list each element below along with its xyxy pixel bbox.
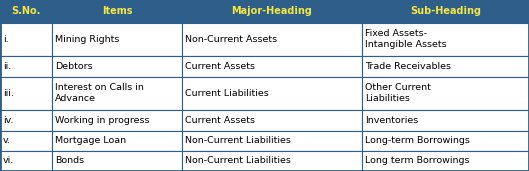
- Text: Working in progress: Working in progress: [55, 116, 150, 125]
- Text: Inventories: Inventories: [365, 116, 418, 125]
- Bar: [182, 151, 362, 171]
- Bar: [0, 56, 52, 76]
- Text: Mining Rights: Mining Rights: [55, 35, 120, 44]
- Text: Non-Current Assets: Non-Current Assets: [185, 35, 277, 44]
- Bar: [362, 0, 529, 23]
- Bar: [0, 76, 52, 110]
- Bar: [182, 76, 362, 110]
- Text: Bonds: Bonds: [55, 156, 84, 165]
- Text: Major-Heading: Major-Heading: [232, 6, 313, 16]
- Text: Fixed Assets-
Intangible Assets: Fixed Assets- Intangible Assets: [365, 29, 446, 49]
- Bar: [52, 56, 182, 76]
- Bar: [0, 130, 52, 151]
- Bar: [362, 23, 529, 56]
- Text: Interest on Calls in
Advance: Interest on Calls in Advance: [55, 83, 144, 103]
- Text: Long-term Borrowings: Long-term Borrowings: [365, 136, 470, 145]
- Bar: [362, 110, 529, 130]
- Text: Trade Receivables: Trade Receivables: [365, 62, 451, 71]
- Bar: [362, 56, 529, 76]
- Bar: [52, 130, 182, 151]
- Text: Current Assets: Current Assets: [185, 116, 255, 125]
- Bar: [0, 151, 52, 171]
- Text: Non-Current Liabilities: Non-Current Liabilities: [185, 136, 291, 145]
- Text: S.No.: S.No.: [11, 6, 41, 16]
- Bar: [52, 23, 182, 56]
- Bar: [182, 0, 362, 23]
- Text: Long term Borrowings: Long term Borrowings: [365, 156, 470, 165]
- Text: Mortgage Loan: Mortgage Loan: [55, 136, 126, 145]
- Bar: [362, 151, 529, 171]
- Bar: [52, 110, 182, 130]
- Text: Non-Current Liabilities: Non-Current Liabilities: [185, 156, 291, 165]
- Text: ii.: ii.: [3, 62, 11, 71]
- Bar: [362, 130, 529, 151]
- Bar: [182, 23, 362, 56]
- Text: Current Liabilities: Current Liabilities: [185, 89, 269, 98]
- Text: Debtors: Debtors: [55, 62, 93, 71]
- Text: vi.: vi.: [3, 156, 14, 165]
- Text: Sub-Heading: Sub-Heading: [410, 6, 481, 16]
- Bar: [0, 110, 52, 130]
- Text: Current Assets: Current Assets: [185, 62, 255, 71]
- Bar: [0, 0, 52, 23]
- Bar: [52, 151, 182, 171]
- Bar: [362, 76, 529, 110]
- Bar: [182, 130, 362, 151]
- Text: i.: i.: [3, 35, 8, 44]
- Bar: [52, 76, 182, 110]
- Text: iii.: iii.: [3, 89, 14, 98]
- Text: v.: v.: [3, 136, 11, 145]
- Text: Items: Items: [102, 6, 132, 16]
- Bar: [52, 0, 182, 23]
- Text: Other Current
Liabilities: Other Current Liabilities: [365, 83, 431, 103]
- Bar: [0, 23, 52, 56]
- Bar: [182, 56, 362, 76]
- Text: iv.: iv.: [3, 116, 14, 125]
- Bar: [182, 110, 362, 130]
